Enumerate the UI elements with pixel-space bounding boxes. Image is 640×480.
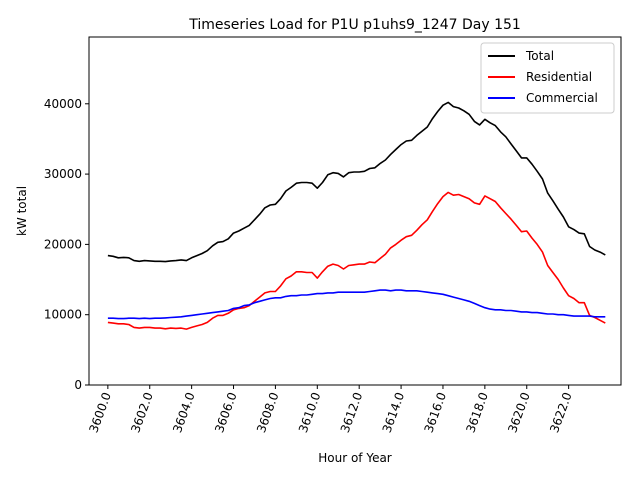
y-tick-label: 0 [74, 378, 82, 392]
series-line-total [107, 101, 606, 263]
y-tick-label: 20000 [44, 237, 82, 251]
legend-label-total: Total [525, 49, 554, 63]
legend-label-commercial: Commercial [526, 91, 598, 105]
legend: Total Residential Commercial [480, 42, 615, 114]
y-tick-label: 10000 [44, 308, 82, 322]
x-axis-title: Hour of Year [318, 451, 392, 465]
series-line-residential [107, 191, 606, 330]
chart-title: Timeseries Load for P1U p1uhs9_1247 Day … [188, 17, 521, 33]
plot-frame [88, 36, 622, 386]
y-tick-label: 30000 [44, 167, 82, 181]
y-axis-title: kW total [15, 186, 29, 236]
series-lines [107, 101, 606, 330]
legend-label-residential: Residential [526, 70, 592, 84]
legend-box [480, 42, 615, 114]
y-axis-ticks: 0 10000 20000 30000 40000 [44, 97, 89, 392]
series-line-commercial [107, 289, 606, 320]
y-tick-label: 40000 [44, 97, 82, 111]
